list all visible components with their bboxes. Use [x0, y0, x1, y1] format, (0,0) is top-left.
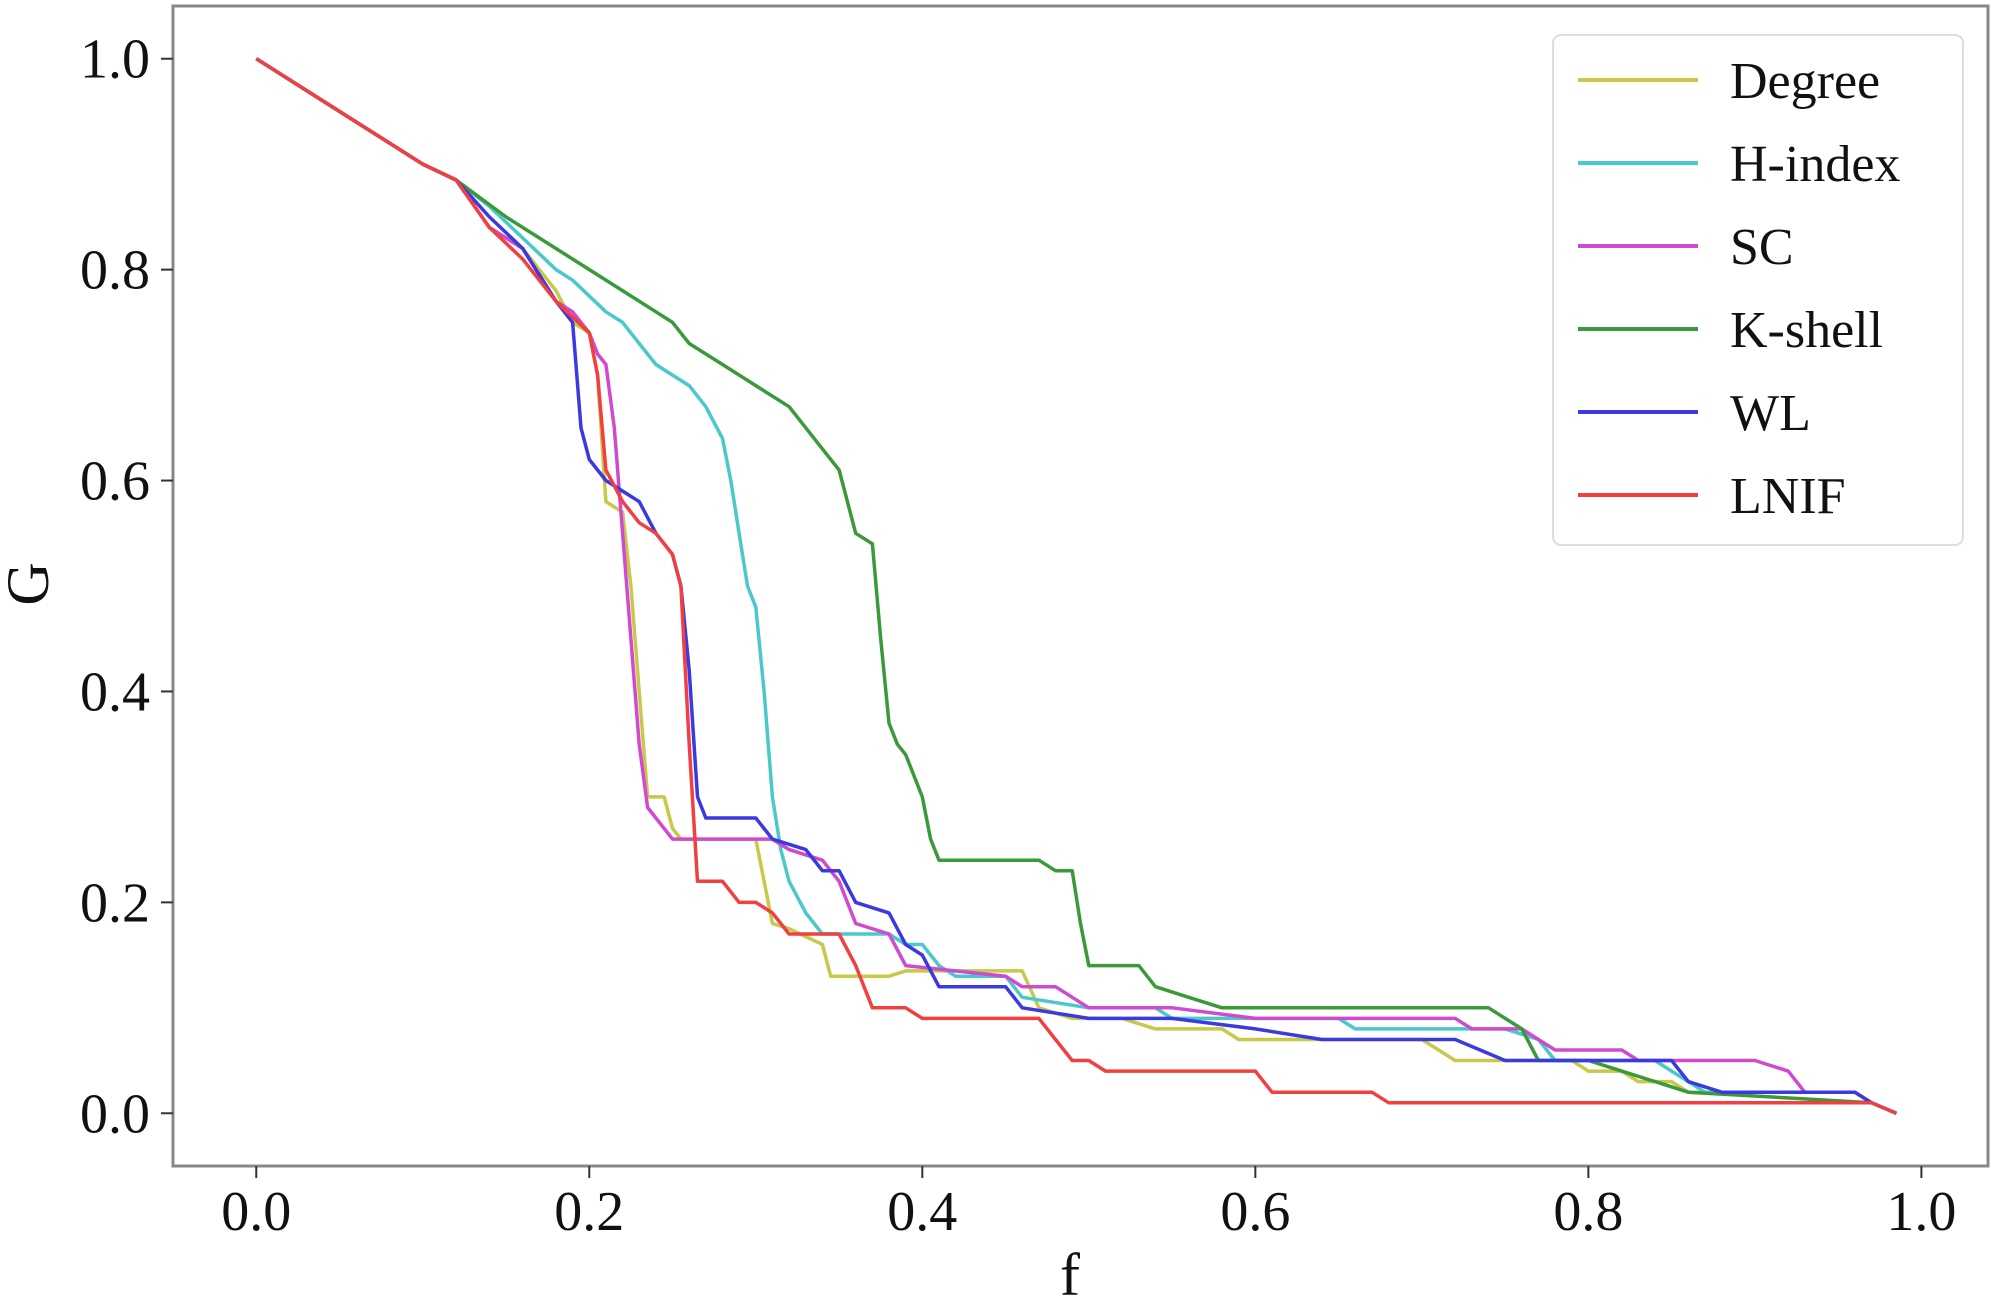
legend-label: H-index: [1730, 136, 1900, 193]
legend: Degree H-index SC K-shell WL LNIF: [1552, 34, 1964, 546]
x-tick-label: 0.2: [554, 1181, 624, 1243]
legend-label: K-shell: [1730, 302, 1883, 359]
series-lines: [255, 57, 1898, 1115]
legend-label: WL: [1730, 385, 1811, 442]
plot-area-frame: [171, 4, 1990, 1168]
series-line-lnif: [255, 57, 1898, 1115]
x-tick-label: 0.8: [1553, 1181, 1623, 1243]
series-line-h-index: [255, 57, 1898, 1115]
y-tick-label: 0.6: [80, 451, 150, 513]
y-tick-label: 0.0: [80, 1083, 150, 1145]
series-line-k-shell: [255, 57, 1898, 1115]
x-tick-label: 0.4: [887, 1181, 957, 1243]
y-axis-label: G: [0, 562, 61, 605]
legend-label: LNIF: [1730, 468, 1846, 525]
legend-label: Degree: [1730, 53, 1880, 110]
x-tick-label: 0.0: [221, 1181, 291, 1243]
series-line-wl: [255, 57, 1898, 1115]
y-tick-label: 0.4: [80, 661, 150, 723]
y-tick-label: 0.2: [80, 872, 150, 934]
x-tick-label: 0.6: [1220, 1181, 1290, 1243]
y-tick-label: 1.0: [80, 29, 150, 91]
y-axis-ticks: 0.0 0.2 0.4 0.6 0.8 1.0: [80, 29, 173, 1145]
x-tick-label: 1.0: [1886, 1181, 1956, 1243]
x-axis-label: f: [1060, 1242, 1080, 1300]
x-axis-ticks: 0.0 0.2 0.4 0.6 0.8 1.0: [221, 1166, 1956, 1243]
legend-label: SC: [1730, 219, 1794, 276]
y-tick-label: 0.8: [80, 240, 150, 302]
